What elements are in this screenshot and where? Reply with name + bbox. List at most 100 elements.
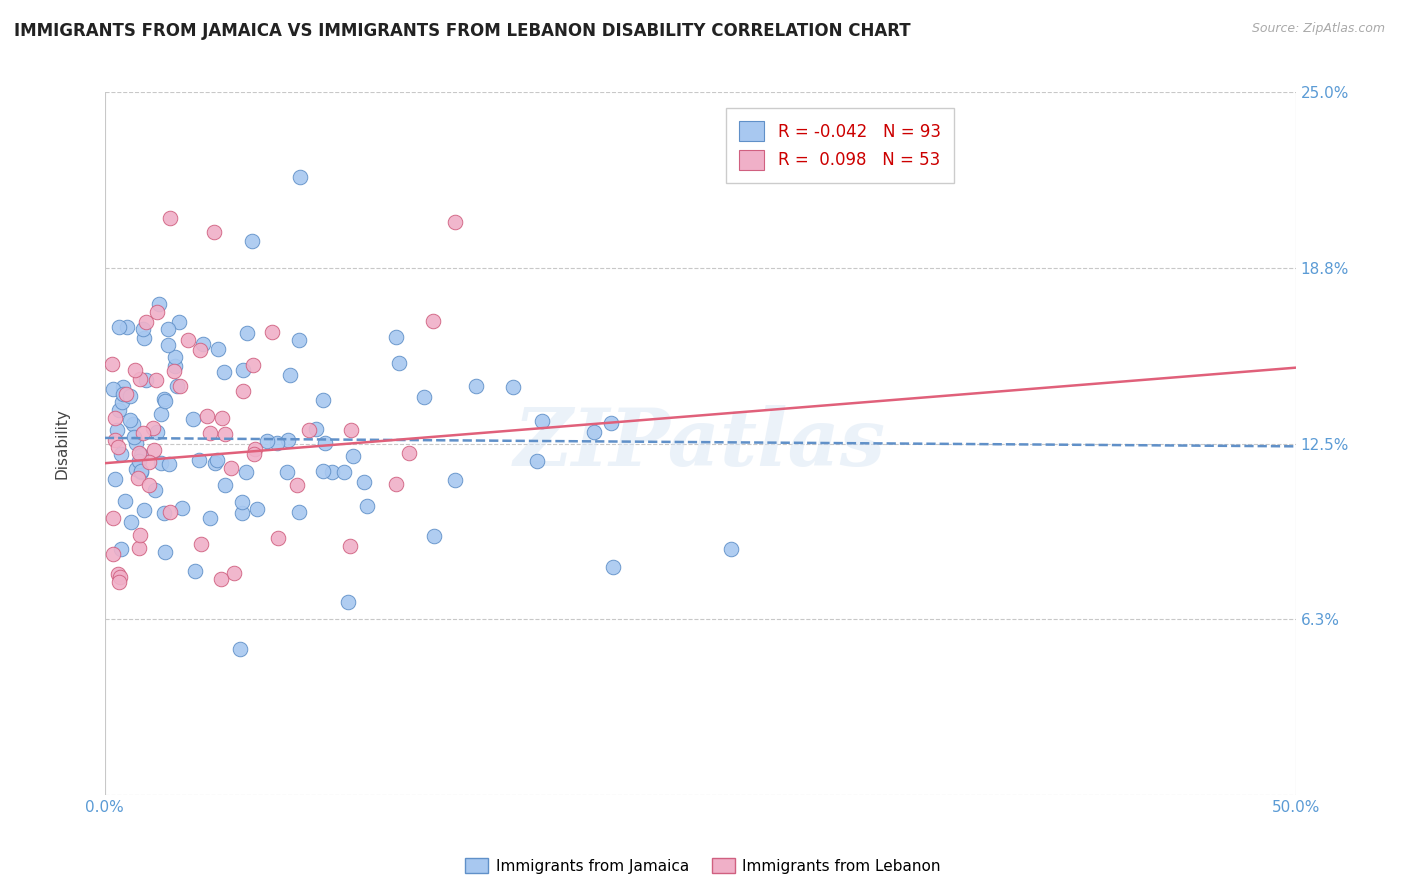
Point — [150, 456, 173, 470]
Point — [582, 425, 605, 440]
Point — [600, 416, 623, 430]
Point — [287, 505, 309, 519]
Point — [125, 462, 148, 476]
Point — [190, 343, 212, 357]
Point — [104, 473, 127, 487]
Text: IMMIGRANTS FROM JAMAICA VS IMMIGRANTS FROM LEBANON DISABILITY CORRELATION CHART: IMMIGRANTS FROM JAMAICA VS IMMIGRANTS FR… — [14, 22, 911, 40]
Point — [104, 410, 127, 425]
Point — [153, 506, 176, 520]
Point — [127, 471, 149, 485]
Point — [314, 436, 336, 450]
Point — [165, 359, 187, 374]
Point — [150, 407, 173, 421]
Point — [285, 477, 308, 491]
Point — [107, 575, 129, 590]
Point — [198, 426, 221, 441]
Point — [398, 446, 420, 460]
Point — [129, 464, 152, 478]
Point — [166, 379, 188, 393]
Point — [142, 420, 165, 434]
Point — [159, 458, 181, 472]
Point — [129, 465, 152, 479]
Point — [465, 378, 488, 392]
Point — [107, 441, 129, 455]
Point — [277, 434, 299, 448]
Point — [128, 454, 150, 468]
Point — [122, 417, 145, 432]
Point — [115, 320, 138, 334]
Point — [388, 355, 411, 369]
Point — [242, 359, 264, 373]
Point — [157, 338, 180, 352]
Point — [212, 365, 235, 379]
Point — [204, 456, 226, 470]
Point — [108, 403, 131, 417]
Point — [202, 225, 225, 239]
Point — [602, 560, 624, 574]
Point — [423, 529, 446, 543]
Point — [128, 446, 150, 460]
Legend: R = -0.042   N = 93, R =  0.098   N = 53: R = -0.042 N = 93, R = 0.098 N = 53 — [725, 108, 953, 184]
Point — [115, 387, 138, 401]
Point — [256, 434, 278, 448]
Point — [246, 502, 269, 516]
Point — [138, 455, 160, 469]
Point — [145, 373, 167, 387]
Point — [120, 413, 142, 427]
Point — [353, 475, 375, 490]
Text: ZIPatlas: ZIPatlas — [515, 405, 886, 483]
Point — [167, 314, 190, 328]
Point — [195, 409, 218, 424]
Point — [110, 542, 132, 557]
Point — [198, 511, 221, 525]
Point — [148, 297, 170, 311]
Point — [332, 465, 354, 479]
Point — [146, 305, 169, 319]
Point — [132, 322, 155, 336]
Point — [443, 215, 465, 229]
Point — [159, 505, 181, 519]
Point — [107, 566, 129, 581]
Point — [125, 435, 148, 450]
Point — [177, 333, 200, 347]
Point — [143, 442, 166, 457]
Point — [146, 425, 169, 440]
Point — [135, 373, 157, 387]
Point — [107, 320, 129, 334]
Point — [112, 379, 135, 393]
Point — [232, 384, 254, 398]
Point — [312, 464, 335, 478]
Point — [105, 423, 128, 437]
Point — [236, 326, 259, 340]
Point — [444, 473, 467, 487]
Point — [222, 566, 245, 581]
Point — [243, 447, 266, 461]
Point — [143, 483, 166, 498]
Point — [135, 315, 157, 329]
Point — [101, 511, 124, 525]
Point — [412, 390, 434, 404]
Point — [305, 422, 328, 436]
Point — [163, 364, 186, 378]
Point — [298, 423, 321, 437]
Point — [129, 448, 152, 462]
Point — [340, 424, 363, 438]
Point — [101, 382, 124, 396]
Point — [104, 434, 127, 448]
Point — [312, 393, 335, 408]
Point — [214, 427, 236, 442]
Point — [211, 411, 233, 425]
Point — [288, 169, 311, 184]
Point — [260, 325, 283, 339]
Point — [124, 363, 146, 377]
Point — [153, 392, 176, 407]
Point — [342, 449, 364, 463]
Point — [157, 322, 180, 336]
Point — [155, 545, 177, 559]
Point — [128, 528, 150, 542]
Point — [108, 570, 131, 584]
Point — [188, 452, 211, 467]
Point — [132, 503, 155, 517]
Point — [385, 330, 408, 344]
Point — [132, 425, 155, 440]
